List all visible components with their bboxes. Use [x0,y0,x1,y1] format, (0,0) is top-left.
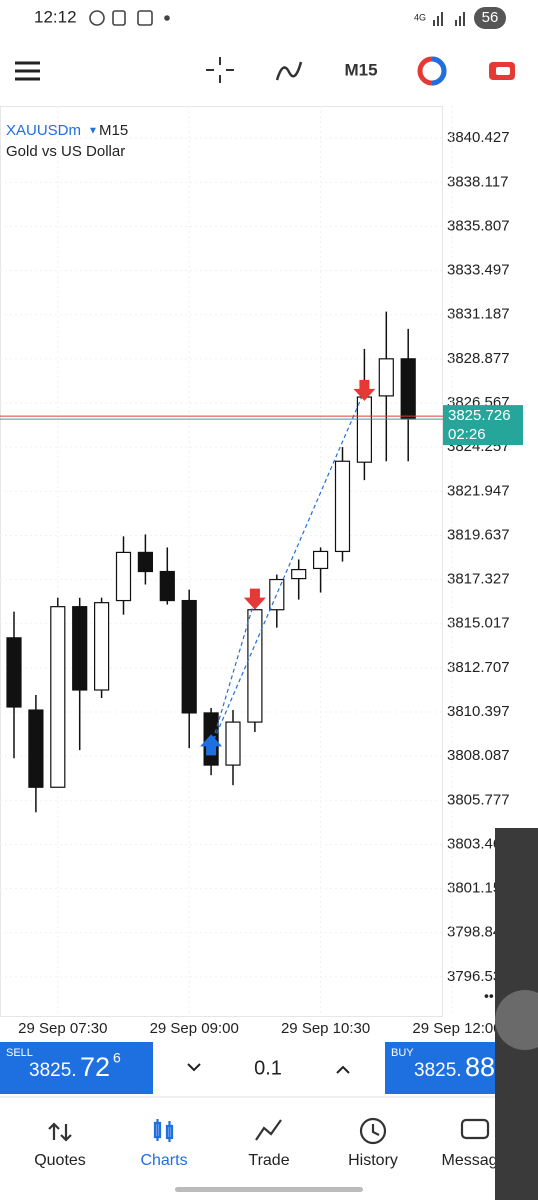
y-tick-label: 3803.467 [447,835,510,852]
y-tick-label: 3801.157 [447,880,510,897]
status-icons [89,10,170,26]
y-tick-label: 3796.537 [447,968,510,985]
sell-button[interactable] [0,1042,153,1094]
candle-body [181,599,197,714]
y-tick-label: 3815.017 [447,615,510,632]
sell-label: SELL [6,1047,33,1059]
chart-type-icon [496,67,510,75]
plot: 3840.427 3838.117 3835.807 3833.497 3831.187… [0,106,523,1037]
volume-up[interactable] [336,1065,350,1074]
battery-level: 56 [482,9,499,26]
photo-overlay-detail [495,990,538,1050]
indicators-button[interactable] [275,61,303,81]
trade-link [210,390,365,747]
candle-body [159,570,175,602]
gesture-handle [175,1187,363,1192]
bid-tag [443,405,523,446]
candle-body [313,550,329,570]
candle-body [225,721,241,766]
buy-price-big: 88 [465,1052,495,1082]
y-tick-label: 3810.397 [447,703,510,720]
x-tick-label: 29 Sep 10:30 [281,1020,370,1037]
y-tick-label: 3817.327 [447,571,510,588]
candle-body [6,637,22,708]
candle-body [378,358,394,397]
candle-body [50,606,66,788]
crosshair-button[interactable] [206,57,234,83]
trade-arrow-buy [200,734,223,756]
trade-link [210,599,256,747]
trade-button-half [431,56,447,86]
nav-icons [48,1117,490,1145]
status-time: 12:12 [34,7,77,26]
nav-item[interactable]: Quotes [34,1152,86,1169]
y-tick-label: 3831.187 [447,306,510,323]
bid-tag-price: 3825.726 [448,407,511,424]
x-tick-label: 29 Sep 07:30 [18,1020,107,1037]
y-tick-label: 3805.777 [447,791,510,808]
y-tick-label: 3833.497 [447,262,510,279]
nav-bar: Quotes Charts Trade History Messages [34,1152,514,1169]
y-tick-label: 3840.427 [447,129,510,146]
more-dots: •• [484,988,494,1004]
volume[interactable]: 0.1 [254,1057,282,1079]
timeframe-button[interactable]: M15 [344,60,377,79]
candle-body [356,396,372,463]
chart-timeframe: M15 [99,122,128,139]
trade-arrow-sell [353,379,376,401]
nav-item[interactable]: Trade [248,1152,289,1169]
y-tick-label: 3819.637 [447,526,510,543]
chart-description: Gold vs US Dollar [6,143,125,160]
buy-price-main: 3825. [414,1060,462,1081]
y-tick-label: 3808.087 [447,747,510,764]
candle-body [291,568,307,580]
candle-body [247,609,263,723]
candle-body [334,460,351,553]
candle-body [400,358,416,420]
sell-price-sup: 6 [113,1050,121,1066]
chart-symbol[interactable]: XAUUSDm [6,122,81,139]
volume-down[interactable] [187,1063,201,1072]
candle-body [72,606,88,691]
buy-label: BUY [391,1047,414,1059]
y-tick-label: 3838.117 [447,173,508,190]
sell-price-main: 3825. [29,1060,77,1081]
status-network: 4G [414,12,426,22]
sell-price-big: 72 [80,1052,110,1082]
candle-body [137,551,153,573]
x-tick-label: 29 Sep 09:00 [150,1020,239,1037]
symbol-dropdown: ▼ [88,126,98,137]
menu-button[interactable] [15,61,40,81]
bar-timer: 02:26 [448,426,486,443]
signal-icons [433,12,465,26]
candle-body [93,602,110,691]
y-tick-label: 3835.807 [447,217,510,234]
nav-item[interactable]: History [348,1152,398,1169]
y-tick-label: 3798.847 [447,924,510,941]
candle-body [115,551,132,602]
battery-badge [474,7,506,29]
nav-item[interactable]: Charts [140,1152,187,1169]
chart-frame [0,106,443,1017]
trade-arrow-sell [243,588,266,610]
y-tick-label: 3821.947 [447,482,510,499]
candle-body [28,709,44,788]
y-tick-label: 3828.877 [447,350,510,367]
x-tick-label: 29 Sep 12:00 [412,1020,501,1037]
y-tick-label: 3812.707 [447,659,510,676]
